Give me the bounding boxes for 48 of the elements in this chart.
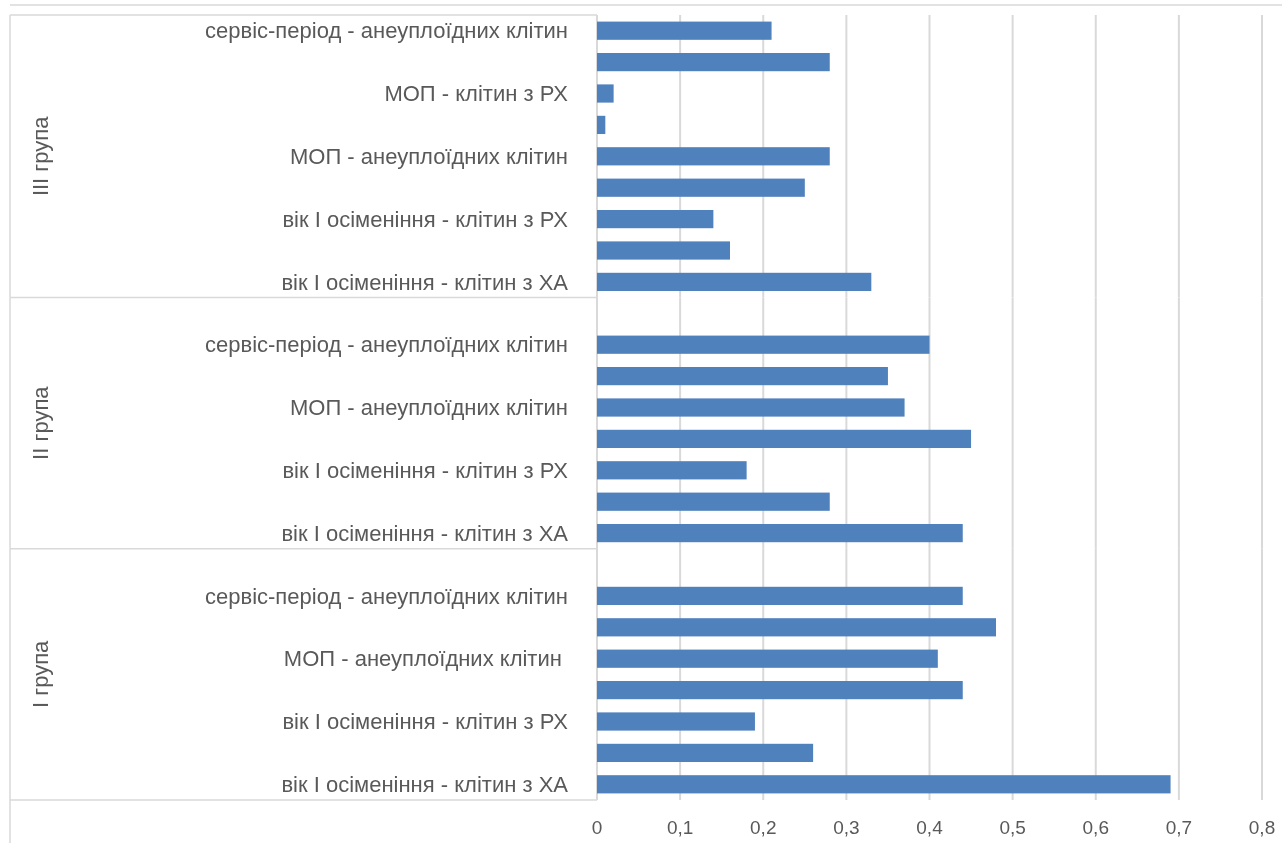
bar (597, 366, 888, 386)
x-tick-label: 0,7 (1165, 817, 1193, 838)
bar (597, 492, 830, 511)
x-tick-label: 0,3 (833, 817, 860, 838)
y-tick-label: МОП - анеуплоїдних клітин (289, 395, 568, 421)
bar (597, 335, 930, 354)
bar (597, 649, 938, 668)
y-tick-label: вік І осіменіння - клітин з ХА (281, 520, 569, 546)
bar (597, 523, 963, 543)
bar (597, 618, 996, 637)
y-tick-label: вік І осіменіння - клітин з РХ (282, 458, 569, 483)
bar (597, 680, 963, 700)
bar (597, 586, 963, 606)
bar (597, 241, 730, 260)
y-tick-label: вік І осіменіння - клітин з РХ (282, 709, 569, 735)
bar (597, 775, 1171, 794)
x-tick-label: 0,8 (1248, 817, 1276, 838)
y-tick-label: сервіс-період - анеуплоїдних клітин (205, 583, 568, 609)
x-tick-label: 0 (591, 817, 603, 838)
bar (597, 178, 805, 197)
x-tick-label: 0,6 (1082, 817, 1109, 838)
y-axis-title: І група (27, 639, 53, 709)
x-tick-label: 0,1 (666, 817, 694, 838)
bar (597, 84, 614, 103)
y-tick-label: МОП - анеуплоїдних клітин (283, 646, 568, 672)
y-tick-label: сервіс-період - анеуплоїдних клітин (205, 18, 568, 44)
y-tick-label: вік І осіменіння - клітин з ХА (281, 772, 569, 797)
y-tick-label: вік І осіменіння - клітин з ХА (281, 269, 569, 295)
y-tick-label: МОП - клітин з РХ (384, 81, 569, 107)
x-tick-label: 0,2 (750, 817, 777, 838)
y-tick-label: сервіс-період - анеуплоїдних клітин (205, 332, 568, 358)
bar (597, 461, 747, 480)
bar (597, 712, 755, 731)
y-axis-title: ІІІ група (27, 115, 53, 197)
bar (597, 429, 972, 449)
x-tick-label: 0,4 (916, 817, 944, 838)
bar (597, 21, 772, 40)
bar (597, 52, 830, 72)
bar (597, 398, 905, 417)
bar (597, 272, 872, 292)
y-tick-label: МОП - анеуплоїдних клітин (289, 144, 568, 169)
bar (597, 147, 830, 166)
bar (597, 743, 814, 763)
bar (597, 115, 606, 135)
x-tick-label: 0,5 (999, 817, 1026, 838)
y-axis-title: ІІ група (27, 385, 53, 460)
bar (597, 209, 714, 229)
y-tick-label: вік І осіменіння - клітин з РХ (282, 206, 569, 232)
